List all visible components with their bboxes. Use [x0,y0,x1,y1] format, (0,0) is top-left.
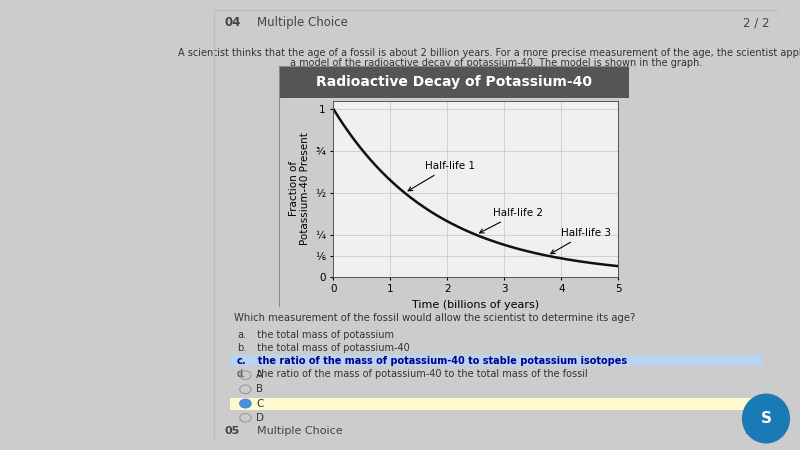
Circle shape [742,394,790,443]
Text: 05: 05 [225,426,240,436]
Text: 04: 04 [225,16,241,29]
Text: the ratio of the mass of potassium-40 to the total mass of the fossil: the ratio of the mass of potassium-40 to… [251,369,588,379]
Text: 2 / 2: 2 / 2 [745,426,770,436]
Text: a.: a. [237,330,246,340]
Text: B: B [256,384,263,394]
Circle shape [240,399,251,408]
Text: b.: b. [237,343,246,353]
Text: d.: d. [237,369,246,379]
Text: A scientist thinks that the age of a fossil is about 2 billion years. For a more: A scientist thinks that the age of a fos… [178,48,800,58]
Text: Half-life 1: Half-life 1 [408,161,474,191]
Text: Half-life 2: Half-life 2 [479,208,543,233]
Bar [279,66,629,99]
X-axis label: Time (billions of years): Time (billions of years) [412,300,539,310]
Text: D: D [256,413,264,423]
Text: Which measurement of the fossil would allow the scientist to determine its age?: Which measurement of the fossil would al… [234,313,635,323]
Text: Multiple Choice: Multiple Choice [257,16,347,29]
Text: a model of the radioactive decay of potassium-40. The model is shown in the grap: a model of the radioactive decay of pota… [290,58,702,68]
Text: Half-life 3: Half-life 3 [550,228,611,254]
Text: Multiple Choice: Multiple Choice [257,426,342,436]
Text: S: S [761,411,771,426]
Text: C: C [256,399,263,409]
Text: the total mass of potassium-40: the total mass of potassium-40 [251,343,410,353]
Text: 2 / 2: 2 / 2 [743,16,770,29]
Text: the total mass of potassium: the total mass of potassium [251,330,394,340]
Text: Radioactive Decay of Potassium-40: Radioactive Decay of Potassium-40 [316,75,592,89]
Text: A: A [256,370,263,380]
Bar [230,355,762,366]
Text: c.: c. [237,356,246,366]
Y-axis label: Fraction of
Potassium-40 Present: Fraction of Potassium-40 Present [289,132,310,245]
Bar [230,397,762,410]
Text: the ratio of the mass of potassium-40 to stable potassium isotopes: the ratio of the mass of potassium-40 to… [251,356,627,366]
